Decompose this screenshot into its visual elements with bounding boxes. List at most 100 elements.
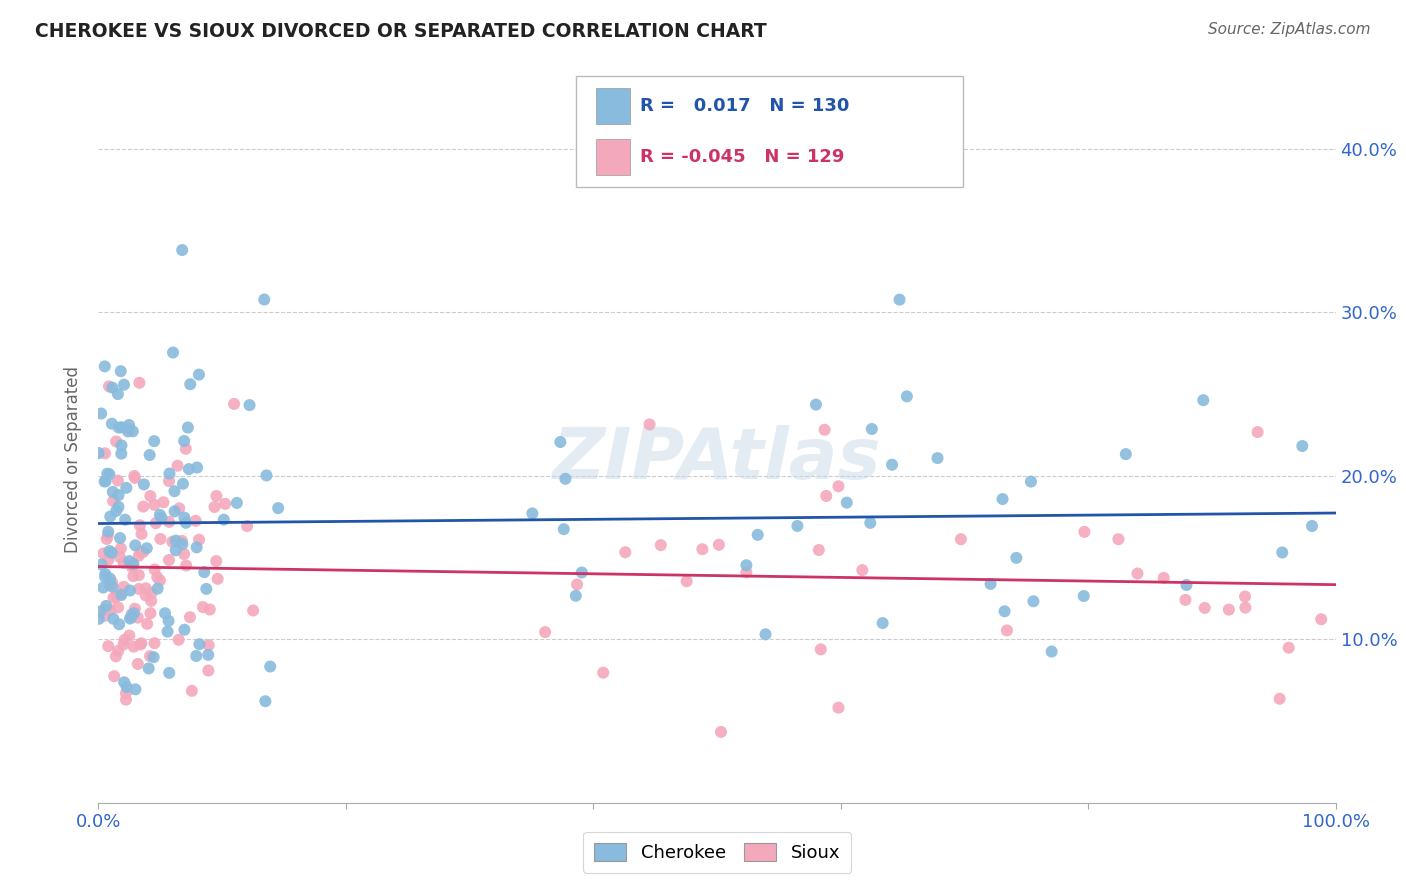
Point <box>112 675 135 690</box>
Point <box>112 637 135 651</box>
Point <box>122 606 145 620</box>
Point <box>187 368 209 382</box>
Point <box>1271 545 1294 559</box>
Point <box>173 547 195 561</box>
Point <box>98 379 121 393</box>
Point <box>1246 425 1268 439</box>
Point <box>707 538 730 552</box>
Point <box>197 664 219 678</box>
Point <box>242 603 264 617</box>
Point <box>136 616 159 631</box>
Point <box>927 451 949 466</box>
Point <box>675 574 697 589</box>
Point <box>184 514 207 528</box>
Point <box>118 417 141 432</box>
Point <box>710 725 733 739</box>
Point <box>735 566 758 580</box>
Point <box>172 243 194 257</box>
Point <box>107 387 129 401</box>
Point <box>159 467 181 481</box>
Point <box>592 665 614 680</box>
Point <box>172 476 194 491</box>
Point <box>97 528 120 542</box>
Point <box>880 458 903 472</box>
Point <box>129 636 152 650</box>
Point <box>112 377 135 392</box>
Point <box>1115 447 1137 461</box>
Point <box>104 649 127 664</box>
Point <box>143 434 166 449</box>
Point <box>222 397 245 411</box>
Point <box>1126 566 1149 581</box>
Point <box>186 460 208 475</box>
Point <box>994 604 1017 618</box>
Point <box>132 545 155 559</box>
Point <box>650 538 672 552</box>
Point <box>1268 691 1291 706</box>
Text: Source: ZipAtlas.com: Source: ZipAtlas.com <box>1208 22 1371 37</box>
Point <box>107 488 129 502</box>
Point <box>157 515 180 529</box>
Point <box>692 542 714 557</box>
Point <box>139 649 162 664</box>
Point <box>103 612 125 626</box>
Point <box>105 590 128 604</box>
Point <box>98 572 121 586</box>
Point <box>124 538 146 552</box>
Point <box>253 293 276 307</box>
Point <box>122 557 145 571</box>
Point <box>735 558 758 573</box>
Point <box>1107 533 1129 547</box>
Point <box>121 559 143 574</box>
Point <box>804 398 827 412</box>
Point <box>152 495 174 509</box>
Legend: Cherokee, Sioux: Cherokee, Sioux <box>583 831 851 872</box>
Point <box>1218 602 1240 616</box>
Point <box>128 568 150 582</box>
Point <box>949 533 972 547</box>
Point <box>571 566 593 580</box>
Point <box>835 495 858 509</box>
Point <box>98 544 121 558</box>
Point <box>267 501 290 516</box>
Point <box>110 364 132 378</box>
Point <box>94 359 117 374</box>
Point <box>174 558 197 573</box>
Point <box>141 586 163 600</box>
Point <box>638 417 661 432</box>
Point <box>565 589 588 603</box>
Point <box>135 582 157 596</box>
Point <box>96 599 118 613</box>
Point <box>162 534 184 549</box>
Point <box>174 516 197 530</box>
Point <box>212 513 235 527</box>
Point <box>177 462 200 476</box>
Point <box>872 616 894 631</box>
Point <box>101 575 124 590</box>
Point <box>1073 589 1095 603</box>
Point <box>188 533 211 547</box>
Point <box>807 543 830 558</box>
Point <box>810 642 832 657</box>
Point <box>93 608 115 623</box>
Point <box>122 558 145 573</box>
Point <box>96 467 118 481</box>
Point <box>163 484 186 499</box>
Point <box>1234 590 1257 604</box>
Point <box>139 606 162 620</box>
Point <box>129 637 152 651</box>
Point <box>259 659 281 673</box>
Point <box>135 588 157 602</box>
Point <box>124 469 146 483</box>
Point <box>118 611 141 625</box>
Point <box>94 474 117 488</box>
Point <box>145 516 167 530</box>
Point <box>90 558 112 572</box>
Point <box>195 582 218 596</box>
Point <box>173 434 195 448</box>
Point <box>1040 644 1063 658</box>
Point <box>127 610 149 624</box>
Point <box>191 600 214 615</box>
Point <box>93 475 115 489</box>
Point <box>162 345 184 359</box>
